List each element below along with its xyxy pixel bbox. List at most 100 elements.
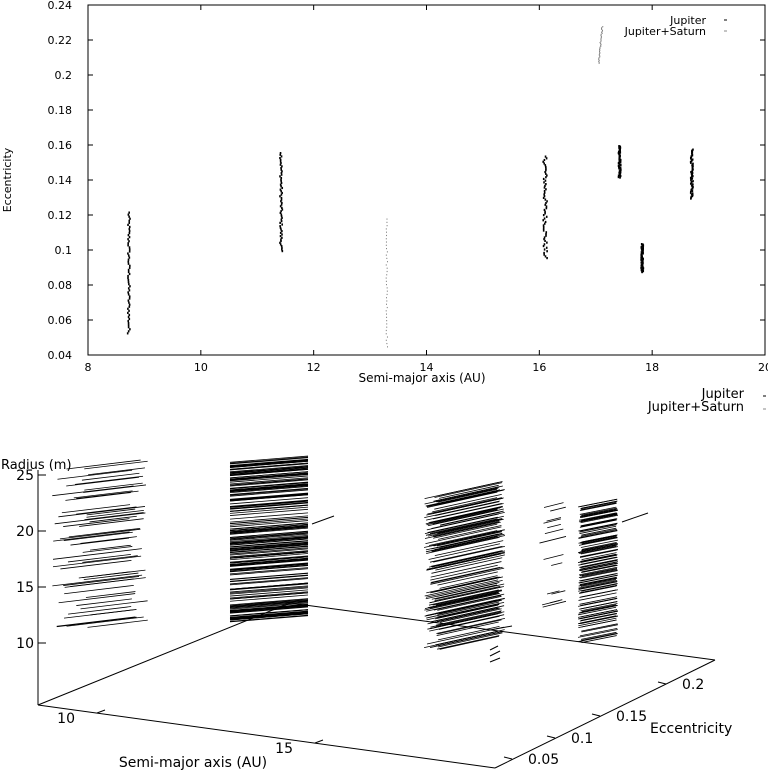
bottom-streak bbox=[229, 544, 309, 552]
top-data-point bbox=[280, 210, 282, 213]
top-y-tick-label: 0.16 bbox=[48, 139, 73, 152]
top-data-point bbox=[127, 291, 129, 294]
top-data-point bbox=[386, 247, 388, 250]
bottom-streak bbox=[430, 561, 502, 578]
bottom-streak bbox=[440, 511, 501, 526]
bottom-streak bbox=[229, 606, 309, 614]
top-data-point bbox=[601, 26, 603, 29]
bottom-streak bbox=[229, 482, 309, 490]
top-data-point bbox=[543, 243, 546, 246]
top-data-point bbox=[543, 217, 546, 220]
bottom-streak bbox=[229, 531, 309, 539]
top-data-point bbox=[385, 310, 387, 312]
bottom-streak bbox=[311, 515, 335, 525]
bottom-streak bbox=[86, 508, 136, 516]
top-data-point bbox=[386, 290, 388, 292]
top-data-point bbox=[618, 163, 621, 166]
bottom-streak bbox=[550, 506, 566, 512]
top-x-ticks: 8 10 12 14 16 18 20 bbox=[85, 5, 768, 374]
bottom-streak bbox=[63, 531, 133, 541]
bottom-streak bbox=[581, 623, 618, 632]
bottom-streak bbox=[430, 611, 502, 628]
top-data-point bbox=[280, 161, 282, 165]
bottom-streak bbox=[229, 555, 309, 563]
bottom-streak bbox=[229, 463, 309, 471]
top-data-point bbox=[279, 225, 281, 228]
bottom-streak bbox=[581, 619, 617, 628]
top-cluster-0-0 bbox=[126, 211, 131, 335]
top-data-point bbox=[127, 299, 130, 302]
top-data-point bbox=[279, 235, 282, 238]
top-data-point bbox=[544, 220, 547, 224]
bottom-streak bbox=[229, 598, 309, 606]
top-data-point bbox=[642, 270, 645, 273]
bottom-streak bbox=[82, 546, 133, 553]
bottom-streak bbox=[578, 556, 618, 566]
top-data-point bbox=[544, 165, 547, 169]
bottom-streak bbox=[58, 506, 146, 518]
top-data-point bbox=[386, 257, 388, 260]
top-data-point bbox=[640, 251, 643, 254]
top-data-point bbox=[128, 211, 130, 214]
bottom-streak bbox=[427, 516, 498, 533]
top-cluster-0-2 bbox=[542, 155, 548, 260]
bottom-streak bbox=[581, 635, 617, 643]
bottom-streak bbox=[579, 601, 618, 610]
bottom-streak bbox=[229, 585, 309, 593]
top-data-point bbox=[127, 287, 130, 290]
top-data-point bbox=[386, 274, 388, 276]
bottom-streak bbox=[428, 543, 501, 560]
bottom-data-points bbox=[52, 455, 649, 663]
top-data-point bbox=[386, 320, 388, 322]
bottom-streak bbox=[542, 600, 560, 606]
bottom-streak bbox=[426, 503, 502, 521]
top-data-point bbox=[598, 57, 600, 59]
top-data-point bbox=[542, 244, 545, 248]
bottom-streak bbox=[437, 619, 502, 635]
top-data-point bbox=[279, 153, 282, 156]
bottom-streak bbox=[90, 609, 134, 616]
top-data-point bbox=[128, 317, 131, 321]
bottom-streak bbox=[229, 563, 309, 571]
top-data-point bbox=[281, 230, 283, 233]
bottom-streak bbox=[546, 517, 562, 522]
top-data-point bbox=[599, 50, 600, 52]
bottom-streak bbox=[229, 542, 309, 550]
bottom-streak bbox=[229, 604, 309, 612]
top-data-point bbox=[619, 161, 622, 164]
top-x-tick-label: 8 bbox=[85, 361, 92, 374]
top-data-point bbox=[546, 257, 548, 260]
top-data-point bbox=[281, 248, 283, 251]
bottom-streak bbox=[578, 617, 617, 627]
bottom-streak bbox=[580, 523, 617, 532]
bottom-streak bbox=[580, 528, 618, 537]
top-data-point bbox=[690, 189, 692, 192]
top-data-point bbox=[129, 328, 131, 331]
top-data-point bbox=[640, 264, 643, 267]
bottom-streak bbox=[579, 548, 618, 558]
top-data-point bbox=[544, 155, 547, 158]
top-y-tick-label: 0.22 bbox=[48, 34, 73, 47]
top-data-point bbox=[617, 164, 620, 167]
top-data-point bbox=[544, 203, 547, 206]
top-data-point bbox=[601, 28, 603, 31]
bottom-streak bbox=[431, 550, 503, 567]
top-data-point bbox=[619, 164, 622, 167]
bottom-streak bbox=[89, 515, 137, 523]
bottom-streak bbox=[74, 475, 144, 485]
top-data-point bbox=[281, 206, 283, 210]
top-data-point bbox=[600, 41, 602, 43]
bottom-streak bbox=[435, 501, 499, 517]
bottom-legend-label-jupiter-saturn: Jupiter+Saturn bbox=[647, 400, 744, 415]
top-cluster-0-4 bbox=[640, 243, 645, 274]
top-data-point bbox=[542, 224, 545, 227]
top-data-point bbox=[280, 200, 282, 203]
bottom-streak bbox=[229, 527, 309, 535]
bottom-streak bbox=[229, 614, 309, 622]
bottom-streak bbox=[436, 487, 498, 503]
bottom-streak bbox=[229, 458, 309, 466]
top-data-point bbox=[280, 218, 283, 221]
bottom-streak bbox=[581, 568, 618, 577]
bottom-streak bbox=[580, 631, 617, 640]
top-data-point bbox=[544, 179, 547, 182]
